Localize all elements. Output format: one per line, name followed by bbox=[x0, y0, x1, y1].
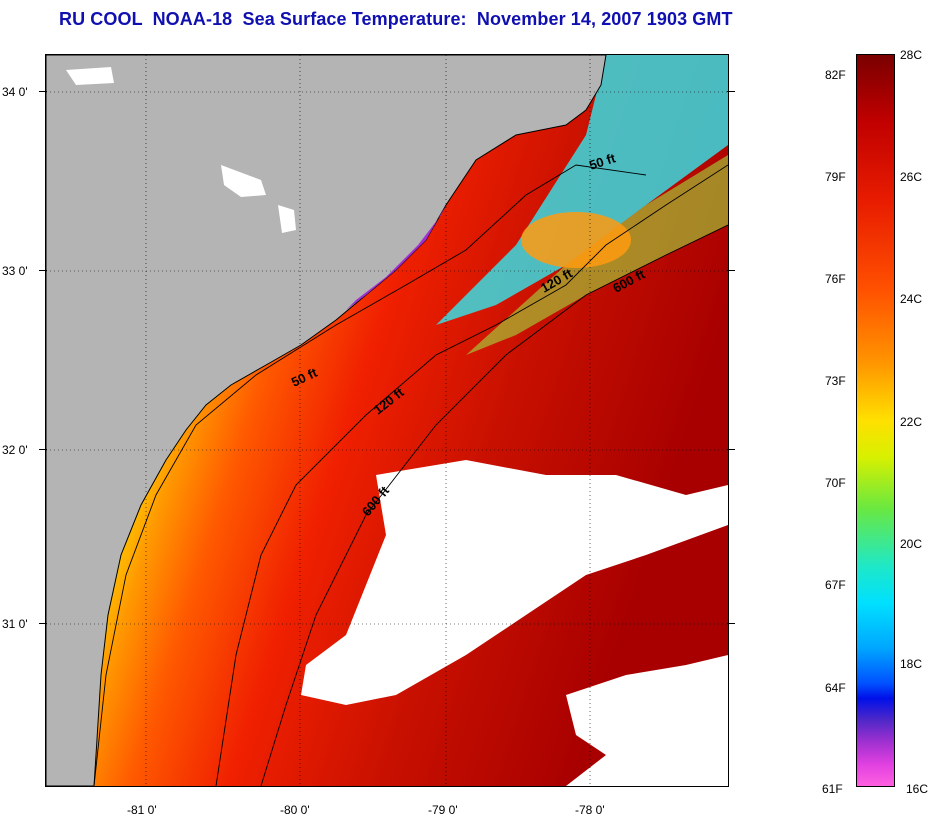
colorbar-label-18c: 18C bbox=[900, 657, 923, 671]
colorbar-label-70f: 70F bbox=[825, 476, 846, 490]
colorbar-label-22c: 22C bbox=[900, 415, 923, 429]
colorbar-label-20c: 20C bbox=[900, 537, 923, 551]
sst-map-canvas: 50 ft 120 ft 600 ft 50 ft 120 ft 600 ft bbox=[46, 55, 728, 786]
colorbar-label-64f: 64F bbox=[825, 681, 846, 695]
colorbar-label-26c: 26C bbox=[900, 170, 923, 184]
lat-label-32: 32 0' bbox=[2, 443, 28, 457]
temperature-colorbar bbox=[856, 54, 895, 787]
lon-label-80: -80 0' bbox=[280, 803, 310, 817]
colorbar-label-16c: 16C bbox=[906, 782, 929, 796]
shelf-cold-water bbox=[436, 55, 728, 325]
warm-eddy bbox=[521, 212, 631, 268]
lat-label-33: 33 0' bbox=[2, 264, 28, 278]
colorbar-label-67f: 67F bbox=[825, 578, 846, 592]
colorbar-label-76f: 76F bbox=[825, 272, 846, 286]
contour-600ft bbox=[260, 224, 728, 786]
colorbar-label-28c: 28C bbox=[900, 48, 923, 62]
colorbar-label-73f: 73F bbox=[825, 374, 846, 388]
colorbar-label-61f: 61F bbox=[822, 782, 843, 796]
colorbar-label-79f: 79F bbox=[825, 170, 846, 184]
lon-label-81: -81 0' bbox=[127, 803, 157, 817]
contour-120ft bbox=[215, 164, 728, 786]
cloud-cover bbox=[301, 460, 728, 705]
colorbar-label-24c: 24C bbox=[900, 292, 923, 306]
lat-label-34: 34 0' bbox=[2, 85, 28, 99]
lon-label-79: -79 0' bbox=[428, 803, 458, 817]
lon-label-78: -78 0' bbox=[575, 803, 605, 817]
cloud-cover-south bbox=[566, 655, 728, 786]
map-title: RU COOL NOAA-18 Sea Surface Temperature:… bbox=[59, 9, 733, 29]
sst-map[interactable]: 50 ft 120 ft 600 ft 50 ft 120 ft 600 ft bbox=[45, 54, 729, 787]
colorbar-label-82f: 82F bbox=[825, 68, 846, 82]
land-mass bbox=[46, 55, 607, 786]
lat-lon-grid bbox=[46, 55, 728, 786]
contour-50ft bbox=[93, 164, 647, 786]
lat-label-31: 31 0' bbox=[2, 617, 28, 631]
